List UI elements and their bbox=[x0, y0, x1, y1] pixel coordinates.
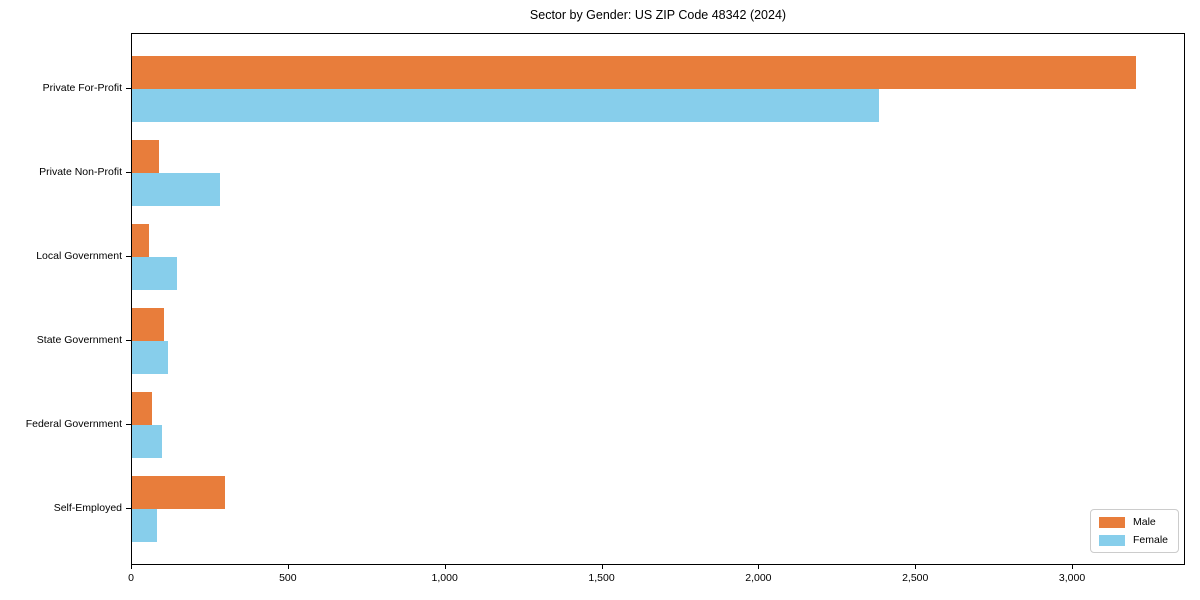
category-label: Local Government bbox=[36, 250, 122, 262]
x-tick-label: 1,000 bbox=[431, 572, 458, 584]
legend-label: Male bbox=[1132, 516, 1156, 528]
bar-female-3 bbox=[132, 257, 177, 290]
legend-item-male: Male bbox=[1098, 516, 1168, 528]
bar-male-3 bbox=[132, 224, 149, 257]
bar-male-5 bbox=[132, 392, 152, 425]
y-tick-mark bbox=[126, 172, 131, 173]
y-tick-mark bbox=[126, 508, 131, 509]
y-tick-mark bbox=[126, 340, 131, 341]
x-tick-label: 1,500 bbox=[588, 572, 615, 584]
category-label: State Government bbox=[36, 334, 122, 346]
category-label: Federal Government bbox=[25, 418, 122, 430]
plot-area: Male Female bbox=[131, 33, 1185, 565]
x-tick-mark bbox=[287, 565, 289, 569]
bar-female-1 bbox=[132, 89, 879, 122]
legend: Male Female bbox=[1089, 509, 1179, 553]
x-tick-label: 3,000 bbox=[1058, 572, 1086, 584]
bar-male-2 bbox=[132, 140, 159, 173]
bar-male-1 bbox=[132, 56, 1136, 89]
x-tick-mark bbox=[444, 565, 446, 569]
legend-swatch-icon bbox=[1098, 516, 1125, 528]
legend-swatch-icon bbox=[1098, 534, 1125, 546]
bar-male-6 bbox=[132, 476, 225, 509]
x-tick-label: 500 bbox=[279, 572, 297, 584]
category-label: Private For-Profit bbox=[42, 82, 122, 94]
x-tick-label: 2,000 bbox=[745, 572, 772, 584]
legend-label: Female bbox=[1132, 534, 1168, 546]
x-tick-mark bbox=[758, 565, 760, 569]
bar-female-6 bbox=[132, 509, 157, 542]
y-tick-mark bbox=[126, 424, 131, 425]
y-tick-mark bbox=[126, 256, 131, 257]
legend-item-female: Female bbox=[1098, 534, 1168, 546]
x-tick-mark bbox=[131, 565, 132, 569]
y-tick-mark bbox=[126, 88, 131, 89]
x-tick-mark bbox=[915, 565, 917, 569]
chart-title: Sector by Gender: US ZIP Code 48342 (202… bbox=[529, 8, 787, 22]
bar-male-4 bbox=[132, 308, 164, 341]
x-tick-label: 0 bbox=[128, 572, 134, 584]
x-tick-label: 2,500 bbox=[902, 572, 929, 584]
category-label: Self-Employed bbox=[53, 502, 122, 514]
bar-female-4 bbox=[132, 341, 168, 374]
x-tick-mark bbox=[1072, 565, 1074, 569]
bar-female-2 bbox=[132, 173, 220, 206]
category-label: Private Non-Profit bbox=[39, 166, 122, 178]
x-tick-mark bbox=[601, 565, 603, 569]
bar-female-5 bbox=[132, 425, 162, 458]
